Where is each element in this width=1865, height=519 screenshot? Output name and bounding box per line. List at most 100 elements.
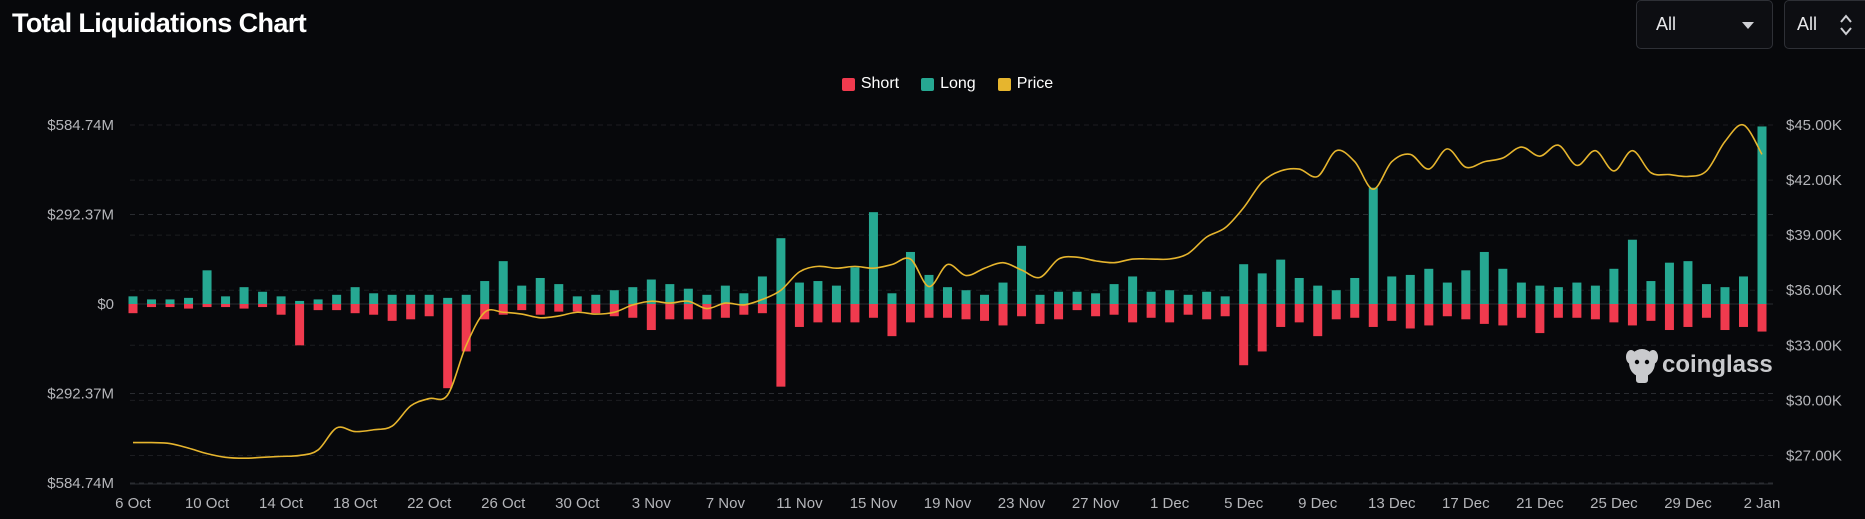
long-bar[interactable] <box>406 294 416 304</box>
short-bar[interactable] <box>924 304 934 318</box>
short-bar[interactable] <box>202 304 212 308</box>
short-bar[interactable] <box>332 304 342 311</box>
short-bar[interactable] <box>1257 304 1267 352</box>
long-bar[interactable] <box>794 282 804 304</box>
long-bar[interactable] <box>905 251 915 304</box>
long-bar[interactable] <box>1572 282 1582 304</box>
short-bar[interactable] <box>517 304 527 311</box>
short-bar[interactable] <box>1442 304 1452 317</box>
short-bar[interactable] <box>350 304 360 314</box>
long-bar[interactable] <box>887 293 897 304</box>
short-bar[interactable] <box>1572 304 1582 318</box>
short-bar[interactable] <box>165 304 175 308</box>
short-bar[interactable] <box>1368 304 1378 327</box>
short-bar[interactable] <box>1054 304 1064 320</box>
short-bar[interactable] <box>1664 304 1674 331</box>
short-bar[interactable] <box>1738 304 1748 327</box>
long-bar[interactable] <box>1146 291 1156 304</box>
long-bar[interactable] <box>739 293 749 304</box>
short-bar[interactable] <box>1757 304 1767 332</box>
short-bar[interactable] <box>998 304 1008 326</box>
long-bar[interactable] <box>609 290 619 304</box>
long-bar[interactable] <box>461 294 471 304</box>
short-bar[interactable] <box>1535 304 1545 334</box>
long-bar[interactable] <box>1202 291 1212 304</box>
long-bar[interactable] <box>1054 291 1064 304</box>
short-bar[interactable] <box>1146 304 1156 318</box>
long-bar[interactable] <box>1091 293 1101 304</box>
long-bar[interactable] <box>628 287 638 304</box>
long-bar[interactable] <box>276 296 286 304</box>
long-bar[interactable] <box>221 296 231 304</box>
short-bar[interactable] <box>646 304 656 331</box>
long-bar[interactable] <box>720 285 730 304</box>
long-bar[interactable] <box>1627 239 1637 304</box>
long-bar[interactable] <box>1165 290 1175 304</box>
long-bar[interactable] <box>850 267 860 304</box>
long-bar[interactable] <box>1461 270 1471 304</box>
long-bar[interactable] <box>961 290 971 304</box>
short-bar[interactable] <box>739 304 749 315</box>
long-bar[interactable] <box>1294 277 1304 304</box>
short-bar[interactable] <box>424 304 434 317</box>
long-bar[interactable] <box>443 297 453 304</box>
long-bar[interactable] <box>591 294 601 304</box>
long-bar[interactable] <box>980 294 990 304</box>
short-bar[interactable] <box>1294 304 1304 323</box>
long-bar[interactable] <box>1720 287 1730 304</box>
long-bar[interactable] <box>498 261 508 304</box>
long-bar[interactable] <box>1220 296 1230 304</box>
short-bar[interactable] <box>1498 304 1508 326</box>
short-bar[interactable] <box>868 304 878 318</box>
long-bar[interactable] <box>665 284 675 304</box>
long-bar[interactable] <box>128 296 138 304</box>
long-bar[interactable] <box>1738 276 1748 304</box>
short-bar[interactable] <box>1072 304 1082 311</box>
short-bar[interactable] <box>1331 304 1341 320</box>
short-bar[interactable] <box>443 304 453 389</box>
short-bar[interactable] <box>535 304 545 315</box>
long-bar[interactable] <box>295 300 305 304</box>
long-bar[interactable] <box>1609 268 1619 304</box>
long-bar[interactable] <box>1239 264 1249 304</box>
interval-select[interactable]: All <box>1784 0 1865 49</box>
long-bar[interactable] <box>1516 282 1526 304</box>
short-bar[interactable] <box>887 304 897 337</box>
short-bar[interactable] <box>609 304 619 317</box>
short-bar[interactable] <box>1276 304 1286 327</box>
long-bar[interactable] <box>1757 126 1767 304</box>
short-bar[interactable] <box>1720 304 1730 331</box>
long-bar[interactable] <box>1701 284 1711 304</box>
short-bar[interactable] <box>313 304 323 311</box>
short-bar[interactable] <box>1017 304 1027 317</box>
long-bar[interactable] <box>1498 268 1508 304</box>
long-bar[interactable] <box>332 294 342 304</box>
long-bar[interactable] <box>1535 285 1545 304</box>
short-bar[interactable] <box>1461 304 1471 320</box>
legend-item-long[interactable]: Long <box>921 75 976 93</box>
long-bar[interactable] <box>258 291 268 304</box>
long-bar[interactable] <box>369 293 379 304</box>
short-bar[interactable] <box>128 304 138 314</box>
short-bar[interactable] <box>1646 304 1656 321</box>
short-bar[interactable] <box>1313 304 1323 337</box>
short-bar[interactable] <box>665 304 675 320</box>
long-bar[interactable] <box>572 296 582 304</box>
long-bar[interactable] <box>1276 259 1286 304</box>
short-bar[interactable] <box>1516 304 1526 318</box>
short-bar[interactable] <box>702 304 712 320</box>
long-bar[interactable] <box>517 285 527 304</box>
short-bar[interactable] <box>239 304 249 309</box>
long-bar[interactable] <box>1387 276 1397 304</box>
long-bar[interactable] <box>924 274 934 304</box>
short-bar[interactable] <box>1165 304 1175 323</box>
short-bar[interactable] <box>1683 304 1693 327</box>
short-bar[interactable] <box>258 304 268 308</box>
long-bar[interactable] <box>757 276 767 304</box>
long-bar[interactable] <box>1646 281 1656 304</box>
long-bar[interactable] <box>998 282 1008 304</box>
long-bar[interactable] <box>239 287 249 304</box>
long-bar[interactable] <box>480 281 490 304</box>
short-bar[interactable] <box>1128 304 1138 323</box>
short-bar[interactable] <box>1405 304 1415 329</box>
